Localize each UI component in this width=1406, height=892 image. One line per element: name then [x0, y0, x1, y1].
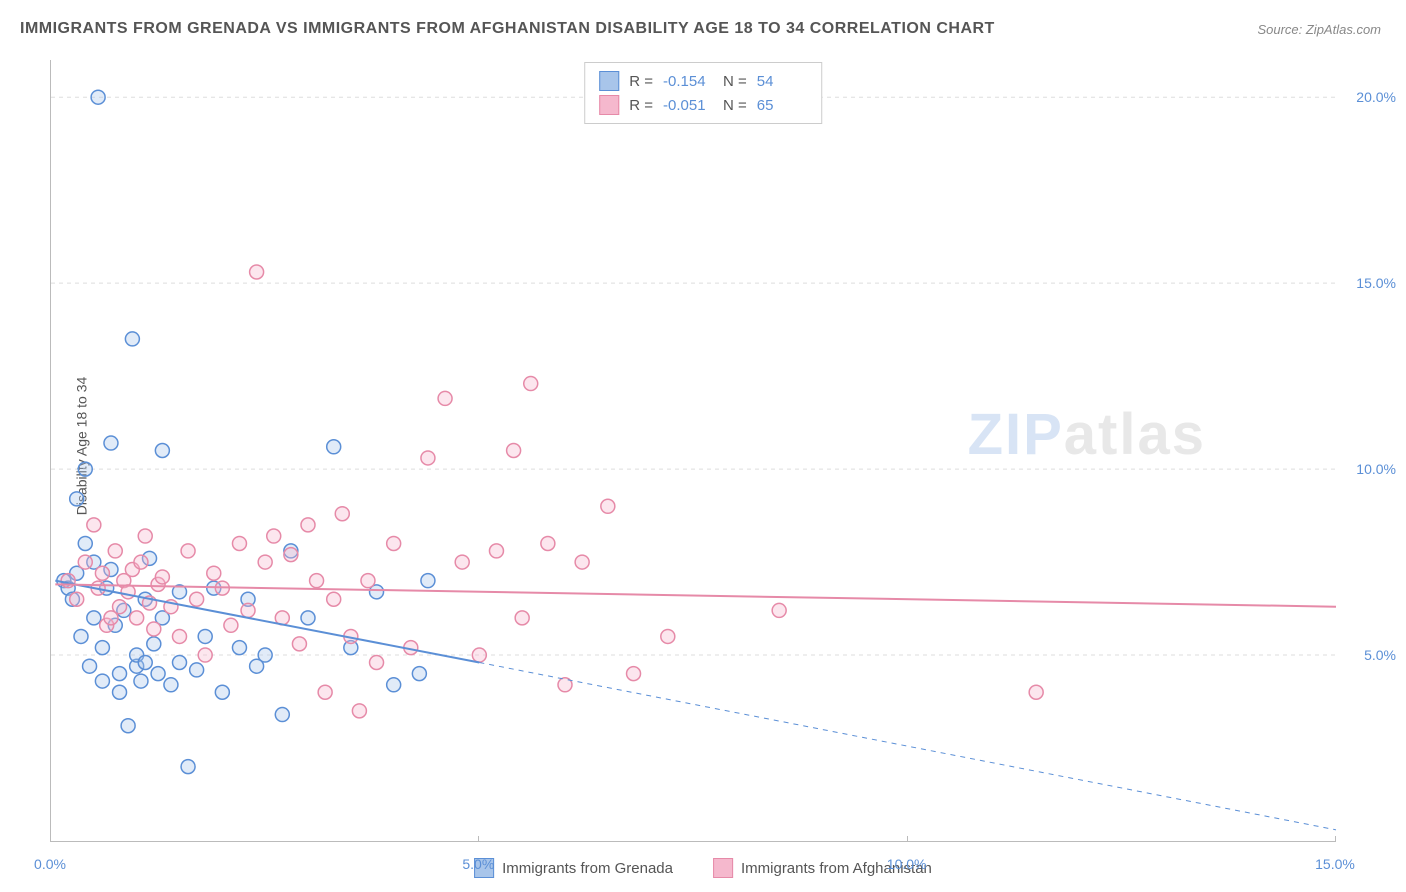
swatch-grenada	[599, 71, 619, 91]
r-value-afghanistan: -0.051	[663, 97, 713, 114]
legend-item-grenada: Immigrants from Grenada	[474, 858, 673, 878]
source-label: Source: ZipAtlas.com	[1257, 22, 1381, 37]
x-tick-label: 0.0%	[34, 856, 66, 872]
x-tick-label: 15.0%	[1315, 856, 1355, 872]
r-label: R =	[629, 97, 653, 114]
y-tick-label: 10.0%	[1356, 461, 1396, 477]
r-label: R =	[629, 73, 653, 90]
correlation-row-afghanistan: R = -0.051 N = 65	[599, 93, 807, 117]
bottom-legend: Immigrants from Grenada Immigrants from …	[474, 858, 932, 878]
chart-plot-area: 5.0%10.0%15.0%20.0%	[50, 60, 1336, 842]
y-tick-label: 5.0%	[1364, 647, 1396, 663]
x-tick-mark	[1335, 836, 1336, 842]
x-tick-label: 10.0%	[887, 856, 927, 872]
scatter-svg	[51, 60, 1336, 841]
y-tick-label: 20.0%	[1356, 89, 1396, 105]
n-value-afghanistan: 65	[757, 97, 807, 114]
n-label: N =	[723, 97, 747, 114]
x-tick-mark	[50, 836, 51, 842]
swatch-afghanistan	[599, 95, 619, 115]
x-tick-mark	[478, 836, 479, 842]
x-tick-mark	[907, 836, 908, 842]
correlation-legend-box: R = -0.154 N = 54 R = -0.051 N = 65	[584, 62, 822, 124]
swatch-afghanistan	[713, 858, 733, 878]
legend-label-grenada: Immigrants from Grenada	[502, 860, 673, 877]
y-tick-label: 15.0%	[1356, 275, 1396, 291]
correlation-row-grenada: R = -0.154 N = 54	[599, 69, 807, 93]
n-label: N =	[723, 73, 747, 90]
r-value-grenada: -0.154	[663, 73, 713, 90]
n-value-grenada: 54	[757, 73, 807, 90]
x-tick-label: 5.0%	[462, 856, 494, 872]
chart-title: IMMIGRANTS FROM GRENADA VS IMMIGRANTS FR…	[20, 20, 995, 38]
